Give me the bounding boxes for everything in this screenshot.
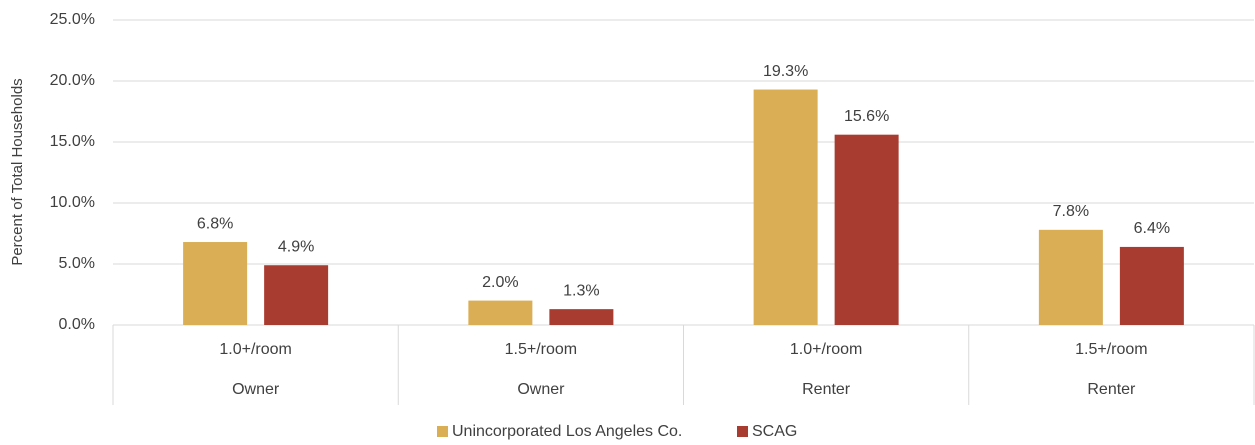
bar xyxy=(753,89,818,325)
x-tick-label: 1.0+/room xyxy=(219,341,291,358)
data-label: 4.9% xyxy=(278,238,314,255)
bar xyxy=(468,300,533,325)
bar xyxy=(264,265,329,325)
x-group-label: Renter xyxy=(1087,381,1136,398)
data-label: 6.8% xyxy=(197,215,233,232)
x-group-label: Owner xyxy=(232,381,280,398)
y-tick-label: 0.0% xyxy=(59,316,95,333)
legend-label: Unincorporated Los Angeles Co. xyxy=(452,423,682,440)
data-label: 7.8% xyxy=(1053,203,1089,220)
y-tick-label: 10.0% xyxy=(50,194,95,211)
data-label: 2.0% xyxy=(482,274,518,291)
legend-label: SCAG xyxy=(752,423,797,440)
x-group-label: Renter xyxy=(802,381,851,398)
y-tick-label: 20.0% xyxy=(50,72,95,89)
x-tick-label: 1.0+/room xyxy=(790,341,862,358)
x-group-label: Owner xyxy=(517,381,565,398)
y-tick-label: 5.0% xyxy=(59,255,95,272)
data-label: 6.4% xyxy=(1134,220,1170,237)
data-label: 1.3% xyxy=(563,282,599,299)
data-label: 15.6% xyxy=(844,108,889,125)
bar xyxy=(183,242,248,325)
legend-swatch xyxy=(437,426,448,437)
data-label: 19.3% xyxy=(763,63,808,80)
y-tick-label: 25.0% xyxy=(50,11,95,28)
x-tick-label: 1.5+/room xyxy=(505,341,577,358)
bar xyxy=(834,134,899,325)
bar xyxy=(1038,229,1103,325)
x-tick-label: 1.5+/room xyxy=(1075,341,1147,358)
y-axis-title: Percent of Total Households xyxy=(9,78,26,265)
bar xyxy=(1119,246,1184,325)
bar xyxy=(549,309,614,325)
legend-swatch xyxy=(737,426,748,437)
y-tick-label: 15.0% xyxy=(50,133,95,150)
